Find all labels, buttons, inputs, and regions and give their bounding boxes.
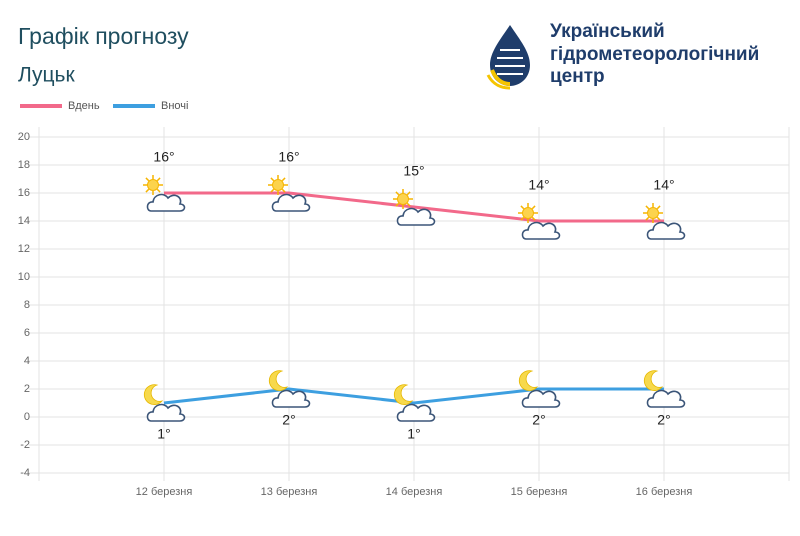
y-tick-label: 6	[24, 327, 30, 339]
moon-icon	[393, 384, 414, 405]
y-tick-label: 12	[18, 243, 30, 255]
value-label: 14°	[653, 177, 674, 193]
weather-icon	[518, 203, 561, 240]
value-label: 2°	[282, 412, 295, 428]
moon-icon	[518, 370, 539, 391]
y-tick-label: 8	[24, 299, 30, 311]
weather-icon	[518, 370, 561, 408]
y-tick-label: 2	[24, 383, 30, 395]
sun-ray	[270, 177, 275, 182]
chart-title: Графік прогнозу	[18, 23, 189, 49]
sun-icon	[147, 179, 159, 191]
value-label: 16°	[153, 149, 174, 165]
sun-icon	[647, 207, 659, 219]
cloud-icon	[646, 389, 686, 408]
sun-icon	[397, 193, 409, 205]
sun-ray	[156, 188, 161, 193]
weather-icon	[643, 370, 686, 408]
sun-ray	[520, 205, 525, 210]
sun-ray	[145, 177, 150, 182]
value-label: 1°	[407, 426, 420, 442]
y-tick-label: 0	[24, 411, 30, 423]
value-label: 14°	[528, 177, 549, 193]
sun-icon	[522, 207, 534, 219]
logo-text: Український	[550, 21, 665, 42]
y-tick-label: 4	[24, 355, 30, 367]
value-label: 15°	[403, 163, 424, 179]
weather-icon	[643, 203, 686, 240]
logo-icon	[486, 25, 530, 90]
x-tick-label: 16 березня	[636, 486, 693, 498]
moon-icon	[143, 384, 164, 405]
y-tick-label: 20	[18, 131, 30, 143]
sun-ray	[645, 205, 650, 210]
sun-ray	[645, 216, 650, 221]
logo-text: гідрометеорологічний	[550, 44, 759, 65]
sun-ray	[656, 216, 661, 221]
moon-icon	[643, 370, 664, 391]
x-tick-label: 12 березня	[136, 486, 193, 498]
sun-icon	[272, 179, 284, 191]
sun-ray	[656, 205, 661, 210]
cloud-icon	[396, 207, 436, 226]
x-tick-label: 14 березня	[386, 486, 443, 498]
cloud-icon	[646, 221, 686, 240]
cloud-icon	[271, 193, 311, 212]
sun-ray	[531, 216, 536, 221]
sun-ray	[270, 188, 275, 193]
sun-ray	[520, 216, 525, 221]
cloud-icon	[521, 389, 561, 408]
sun-ray	[281, 188, 286, 193]
y-tick-label: -2	[20, 439, 30, 451]
y-tick-label: 18	[18, 159, 30, 171]
weather-icon	[393, 189, 436, 226]
sun-ray	[145, 188, 150, 193]
sun-ray	[395, 202, 400, 207]
y-tick-label: 14	[18, 215, 30, 227]
value-label: 2°	[657, 412, 670, 428]
value-label: 16°	[278, 149, 299, 165]
legend-label: Вночі	[161, 100, 188, 112]
legend-label: Вдень	[68, 100, 100, 112]
sun-ray	[406, 191, 411, 196]
sun-ray	[531, 205, 536, 210]
weather-icon	[393, 384, 436, 422]
value-label: 1°	[157, 426, 170, 442]
sun-ray	[281, 177, 286, 182]
weather-icon	[143, 175, 186, 212]
cloud-icon	[521, 221, 561, 240]
logo-text: центр	[550, 66, 605, 87]
y-tick-label: 10	[18, 271, 30, 283]
y-tick-label: 16	[18, 187, 30, 199]
cloud-icon	[146, 193, 186, 212]
x-tick-label: 15 березня	[511, 486, 568, 498]
cloud-icon	[146, 403, 186, 422]
chart-subtitle: Луцьк	[18, 64, 75, 87]
sun-ray	[406, 202, 411, 207]
moon-icon	[268, 370, 289, 391]
cloud-icon	[396, 403, 436, 422]
x-tick-label: 13 березня	[261, 486, 318, 498]
cloud-icon	[271, 389, 311, 408]
weather-icon	[268, 175, 311, 212]
sun-ray	[395, 191, 400, 196]
weather-icon	[268, 370, 311, 408]
y-tick-label: -4	[20, 467, 30, 479]
weather-icon	[143, 384, 186, 422]
sun-ray	[156, 177, 161, 182]
value-label: 2°	[532, 412, 545, 428]
